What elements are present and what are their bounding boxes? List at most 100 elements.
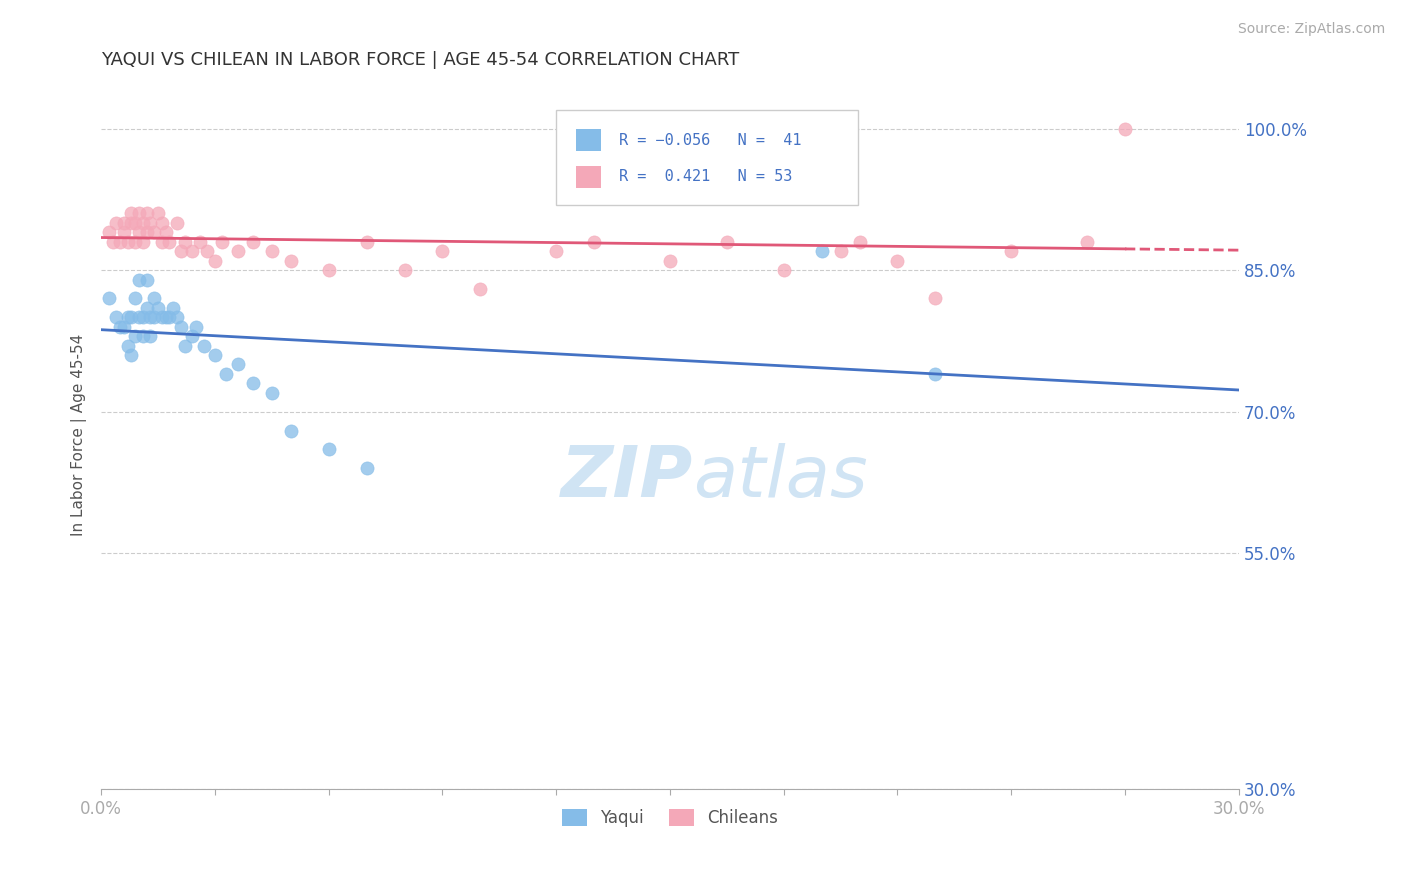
Point (226, 244, 249, 259)
Point (157, 310, 180, 325)
Text: R =  0.421   N = 53: R = 0.421 N = 53 (619, 169, 792, 185)
Point (105, 216, 128, 230)
Point (1000, 244, 1022, 259)
Point (242, 376, 264, 391)
Point (215, 367, 238, 381)
Point (97, 225, 120, 239)
Point (546, 244, 568, 259)
Point (260, 385, 283, 400)
Point (170, 244, 193, 259)
Point (105, 310, 128, 325)
Point (117, 310, 139, 325)
Bar (575, 166, 600, 188)
Point (184, 319, 207, 334)
Point (112, 216, 135, 230)
Point (162, 301, 184, 315)
Point (128, 272, 150, 286)
Point (166, 310, 188, 325)
Point (121, 216, 143, 230)
Point (139, 310, 162, 325)
Point (135, 206, 157, 220)
Point (166, 216, 188, 230)
Text: YAQUI VS CHILEAN IN LABOR FORCE | AGE 45-54 CORRELATION CHART: YAQUI VS CHILEAN IN LABOR FORCE | AGE 45… (101, 51, 740, 69)
Point (886, 253, 908, 268)
Point (280, 253, 302, 268)
Point (211, 235, 233, 249)
Point (470, 282, 492, 296)
Point (117, 235, 139, 249)
Point (143, 292, 166, 306)
Point (124, 329, 146, 343)
Point (108, 235, 131, 249)
Point (128, 310, 150, 325)
Point (128, 225, 150, 239)
Point (242, 235, 264, 249)
Point (139, 216, 162, 230)
Text: atlas: atlas (693, 443, 868, 512)
FancyBboxPatch shape (557, 110, 858, 205)
Point (193, 338, 215, 352)
Point (155, 225, 177, 239)
Point (124, 235, 146, 249)
Point (583, 235, 606, 249)
Point (150, 235, 173, 249)
Point (132, 329, 155, 343)
Text: ZIP: ZIP (561, 443, 693, 512)
Legend: Yaqui, Chileans: Yaqui, Chileans (555, 803, 785, 834)
Point (924, 292, 946, 306)
Point (848, 235, 870, 249)
Point (121, 206, 143, 220)
Point (150, 216, 173, 230)
Point (132, 235, 155, 249)
Point (394, 263, 416, 277)
Point (135, 301, 157, 315)
Point (204, 348, 226, 362)
Point (432, 244, 454, 259)
Point (318, 442, 340, 457)
Point (173, 338, 195, 352)
Point (132, 310, 155, 325)
Point (139, 329, 162, 343)
Point (97, 292, 120, 306)
Point (112, 319, 135, 334)
Point (658, 253, 681, 268)
Text: Source: ZipAtlas.com: Source: ZipAtlas.com (1237, 22, 1385, 37)
Point (356, 461, 378, 475)
Point (124, 292, 146, 306)
Point (226, 358, 249, 372)
Point (135, 272, 157, 286)
Point (1114, 121, 1136, 136)
Point (146, 301, 169, 315)
Point (132, 216, 155, 230)
Y-axis label: In Labor Force | Age 45-54: In Labor Force | Age 45-54 (72, 334, 87, 536)
Point (772, 263, 794, 277)
Point (830, 244, 852, 259)
Point (157, 235, 180, 249)
Point (204, 253, 226, 268)
Point (121, 310, 143, 325)
Point (181, 244, 204, 259)
Point (181, 329, 204, 343)
Point (128, 206, 150, 220)
Point (101, 235, 124, 249)
Point (146, 206, 169, 220)
Point (195, 244, 218, 259)
Bar (575, 128, 600, 152)
Point (143, 225, 166, 239)
Point (117, 338, 139, 352)
Point (260, 244, 283, 259)
Point (112, 225, 135, 239)
Point (155, 310, 177, 325)
Point (356, 235, 378, 249)
Point (716, 235, 738, 249)
Point (1076, 235, 1098, 249)
Point (188, 235, 211, 249)
Point (173, 235, 195, 249)
Point (170, 319, 193, 334)
Point (810, 244, 832, 259)
Point (121, 348, 143, 362)
Point (318, 263, 340, 277)
Text: R = −0.056   N =  41: R = −0.056 N = 41 (619, 133, 801, 147)
Point (143, 310, 166, 325)
Point (124, 216, 146, 230)
